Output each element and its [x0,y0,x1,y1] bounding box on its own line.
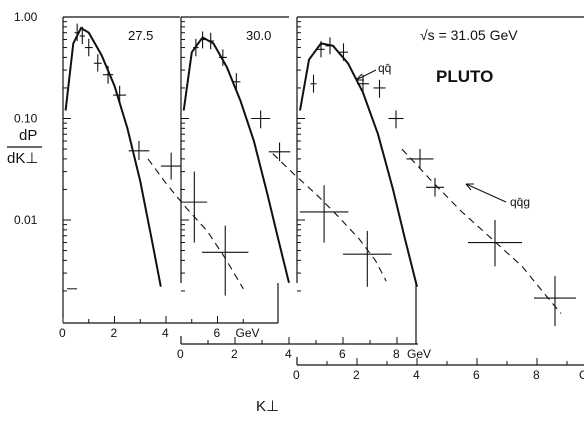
qq-label-arrow [355,69,377,81]
panel-1-x-tick-label-0: 0 [177,347,184,361]
panel-0-x-tick-label-2: 4 [162,326,169,340]
y-tick-label-1: 0.10 [14,112,38,126]
energy-label: √s = 31.05 GeV [420,27,518,43]
panel-1-qqg-curve [272,153,387,282]
panel-1-label: 30.0 [246,28,271,43]
qq-curve-label: qq̄ [378,61,391,75]
y-tick-label-2: 0.01 [14,213,38,227]
panel-2-qqg-curve [401,148,562,314]
panel-2-qq-curve [299,42,418,287]
panel-1-x-tick-label-1: 2 [231,347,238,361]
experiment-label: PLUTO [436,67,493,86]
x-axis-label: K⊥ [256,398,279,415]
qqg-curve-label: qq̄g [510,195,530,209]
panel-2-x-tick-label-2: 4 [413,368,420,382]
panel-2-x-tick-label-0: 0 [293,368,300,382]
panel-0-x-tick-label-1: 2 [111,326,118,340]
panel-2-x-tick-label-3: 6 [473,368,480,382]
y-tick-label-0: 1.00 [14,10,38,24]
panel-0-qqg-curve [147,158,244,290]
qqg-label-arrowhead [465,183,474,191]
panel-0-x-tick-label-3: 6 [214,326,221,340]
panel-0-x-unit: GeV [236,326,260,340]
qq-label-arrowhead [355,73,364,81]
y-axis-label-numerator: dP [19,127,37,144]
panel-1-qq-curve [182,36,290,284]
panel-0-qq-curve [64,26,162,287]
panel-2-x-tick-label-4: 8 [533,368,540,382]
panel-0-x-tick-label-0: 0 [59,326,66,340]
panel-0-label: 27.5 [128,28,153,43]
panel-1-x-tick-label-3: 6 [339,347,346,361]
panel-1-x-tick-label-2: 4 [285,347,292,361]
panel-2-x-tick-label-1: 2 [353,368,360,382]
panel-1-x-tick-label-4: 8 [393,347,400,361]
panel-1-x-unit: GeV [407,347,431,361]
y-axis-label-denominator: dK⊥ [7,150,38,167]
qqg-label-arrow [465,183,507,203]
panel-2-x-unit: GeV [579,368,584,382]
